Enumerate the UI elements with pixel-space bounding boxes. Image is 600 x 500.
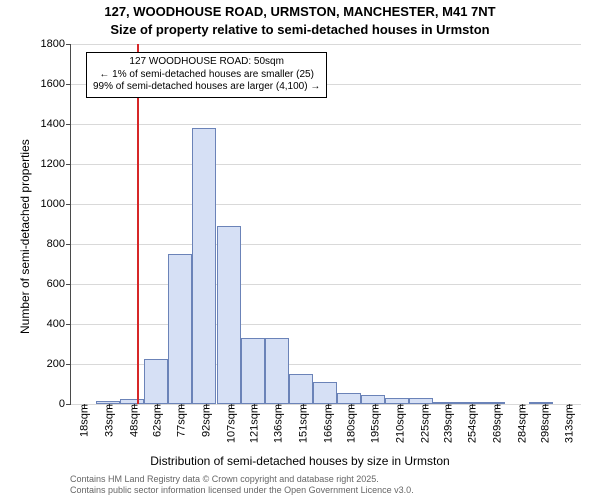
histogram-bar <box>289 374 313 404</box>
xtick-label: 92sqm <box>200 404 212 437</box>
histogram-bar <box>144 359 168 404</box>
annotation-box: 127 WOODHOUSE ROAD: 50sqm← 1% of semi-de… <box>86 52 327 98</box>
xtick-label: 77sqm <box>176 404 188 437</box>
histogram-bar <box>361 395 385 404</box>
xtick-label: 210sqm <box>395 404 407 443</box>
ytick-label: 1000 <box>41 198 65 210</box>
ytick-label: 200 <box>47 358 65 370</box>
histogram-bar <box>168 254 192 404</box>
ytick-label: 1400 <box>41 118 65 130</box>
chart-container: 127, WOODHOUSE ROAD, URMSTON, MANCHESTER… <box>0 0 600 500</box>
annotation-line: 99% of semi-detached houses are larger (… <box>93 81 320 94</box>
ytick-mark <box>66 244 71 245</box>
ytick-mark <box>66 84 71 85</box>
ytick-label: 400 <box>47 318 65 330</box>
ytick-label: 1600 <box>41 78 65 90</box>
xtick-label: 254sqm <box>467 404 479 443</box>
attribution-text: Contains HM Land Registry data © Crown c… <box>70 474 414 496</box>
gridline-h <box>71 44 581 45</box>
ytick-mark <box>66 324 71 325</box>
ytick-mark <box>66 284 71 285</box>
xtick-label: 298sqm <box>539 404 551 443</box>
histogram-bar <box>265 338 289 404</box>
ytick-label: 1200 <box>41 158 65 170</box>
xtick-label: 195sqm <box>370 404 382 443</box>
ytick-mark <box>66 44 71 45</box>
xtick-label: 107sqm <box>225 404 237 443</box>
xtick-label: 239sqm <box>442 404 454 443</box>
xtick-label: 121sqm <box>248 404 260 443</box>
xtick-label: 166sqm <box>322 404 334 443</box>
xtick-label: 18sqm <box>79 404 91 437</box>
ytick-mark <box>66 124 71 125</box>
xtick-label: 62sqm <box>151 404 163 437</box>
ytick-label: 800 <box>47 238 65 250</box>
ytick-mark <box>66 164 71 165</box>
annotation-line: ← 1% of semi-detached houses are smaller… <box>93 69 320 82</box>
plot-area: 02004006008001000120014001600180018sqm33… <box>70 44 581 405</box>
gridline-h <box>71 284 581 285</box>
histogram-bar <box>192 128 216 404</box>
ytick-mark <box>66 204 71 205</box>
reference-line <box>137 44 139 404</box>
histogram-bar <box>241 338 265 404</box>
xtick-label: 284sqm <box>516 404 528 443</box>
xtick-label: 136sqm <box>273 404 285 443</box>
xtick-label: 313sqm <box>564 404 576 443</box>
gridline-h <box>71 324 581 325</box>
gridline-h <box>71 204 581 205</box>
annotation-line: 127 WOODHOUSE ROAD: 50sqm <box>93 56 320 69</box>
gridline-h <box>71 124 581 125</box>
attribution-line1: Contains HM Land Registry data © Crown c… <box>70 474 414 485</box>
chart-title-line2: Size of property relative to semi-detach… <box>0 22 600 37</box>
ytick-mark <box>66 364 71 365</box>
ytick-label: 600 <box>47 278 65 290</box>
xtick-label: 180sqm <box>345 404 357 443</box>
xtick-label: 225sqm <box>419 404 431 443</box>
xtick-label: 48sqm <box>128 404 140 437</box>
histogram-bar <box>337 393 361 404</box>
gridline-h <box>71 244 581 245</box>
attribution-line2: Contains public sector information licen… <box>70 485 414 496</box>
histogram-bar <box>217 226 241 404</box>
xtick-label: 151sqm <box>297 404 309 443</box>
chart-title-line1: 127, WOODHOUSE ROAD, URMSTON, MANCHESTER… <box>0 4 600 19</box>
xtick-label: 269sqm <box>492 404 504 443</box>
y-axis-label: Number of semi-detached properties <box>18 139 32 334</box>
ytick-mark <box>66 404 71 405</box>
x-axis-label: Distribution of semi-detached houses by … <box>0 454 600 468</box>
ytick-label: 0 <box>59 398 65 410</box>
ytick-label: 1800 <box>41 38 65 50</box>
xtick-label: 33sqm <box>103 404 115 437</box>
histogram-bar <box>313 382 337 404</box>
gridline-h <box>71 164 581 165</box>
